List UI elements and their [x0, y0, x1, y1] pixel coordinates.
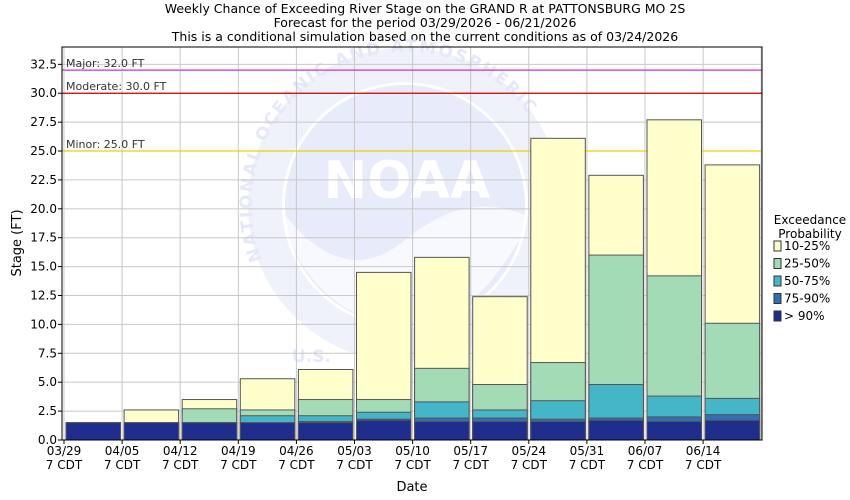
x-tick-date-label: 05/31 [570, 444, 605, 458]
x-tick-date-label: 03/29 [47, 444, 82, 458]
y-tick-label: 20.0 [30, 202, 57, 216]
chart-title-line-1: Weekly Chance of Exceeding River Stage o… [165, 1, 686, 16]
y-tick-label: 2.5 [38, 404, 57, 418]
legend-items: 10-25% 25-50% 50-75% 75-90% > 90% [773, 239, 830, 323]
y-axis-ticks: 0.0 2.5 5.0 7.5 10.0 12.5 15.0 17.5 20.0 22.5 25.0… [30, 57, 62, 447]
watermark-ring-bottom-text: U.S. [292, 347, 331, 367]
legend-swatch [773, 293, 782, 304]
bar-segment [297, 422, 354, 441]
threshold-label: Major: 32.0 FT [66, 57, 145, 70]
legend-swatch [773, 258, 782, 269]
y-tick-label: 15.0 [30, 260, 57, 274]
y-tick-label: 7.5 [38, 346, 57, 360]
x-axis-label: Date [396, 480, 427, 495]
threshold-label: Moderate: 30.0 FT [66, 80, 167, 93]
bar-segment [356, 419, 412, 441]
y-tick-label: 10.0 [30, 317, 57, 331]
y-tick-label: 0.0 [38, 433, 57, 447]
x-tick-date-label: 04/19 [221, 444, 256, 458]
x-tick-tz-label: 7 CDT [569, 458, 606, 472]
bar-segment [65, 422, 121, 441]
legend-entry-label: 75-90% [784, 292, 830, 306]
x-tick-tz-label: 7 CDT [685, 458, 722, 472]
chart-title-line-2: Forecast for the period 03/29/2026 - 06/… [274, 15, 577, 30]
bar-segment [239, 422, 296, 441]
bar-segment [181, 422, 238, 441]
threshold-label: Minor: 25.0 FT [66, 138, 145, 151]
legend: Exceedance Probability 10-25% 25-50% 50-75… [773, 213, 846, 323]
y-tick-label: 30.0 [30, 86, 57, 100]
x-tick-date-label: 04/26 [279, 444, 314, 458]
x-tick-tz-label: 7 CDT [220, 458, 257, 472]
legend-entry-label: > 90% [784, 309, 825, 323]
x-tick-tz-label: 7 CDT [336, 458, 373, 472]
bar-segment [414, 421, 470, 441]
bar-segment [530, 421, 586, 441]
plot-frame [61, 46, 763, 441]
x-tick-date-label: 06/14 [686, 444, 721, 458]
x-tick-date-label: 04/12 [163, 444, 198, 458]
y-tick-label: 22.5 [30, 173, 57, 187]
x-tick-date-label: 06/07 [628, 444, 663, 458]
x-tick-date-label: 05/24 [512, 444, 547, 458]
flood-thresholds: Major: 32.0 FT Moderate: 30.0 FT Minor: 25… [62, 57, 762, 152]
x-tick-tz-label: 7 CDT [394, 458, 431, 472]
chart-title-line-3: This is a conditional simulation based o… [171, 29, 678, 44]
x-tick-tz-label: 7 CDT [278, 458, 315, 472]
y-tick-label: 5.0 [38, 375, 57, 389]
x-tick-date-label: 05/17 [453, 444, 488, 458]
x-tick-date-label: 04/05 [105, 444, 140, 458]
x-tick-date-label: 05/10 [395, 444, 430, 458]
bar-segment [588, 419, 644, 441]
legend-swatch [773, 275, 782, 287]
y-tick-label: 17.5 [30, 231, 57, 245]
legend-title-line-2: Probability [778, 227, 841, 241]
x-tick-tz-label: 7 CDT [104, 458, 141, 472]
bar-segment [704, 419, 761, 441]
legend-title-line-1: Exceedance [774, 213, 846, 227]
legend-entry-label: 10-25% [784, 239, 830, 253]
bar-segment [646, 421, 702, 441]
bar-segment [123, 422, 180, 441]
legend-swatch [773, 310, 782, 322]
y-axis-label: Stage (FT) [10, 209, 25, 276]
watermark-logo-text: NOAA [324, 151, 491, 211]
legend-entry-label: 25-50% [784, 257, 830, 271]
x-tick-date-label: 05/03 [337, 444, 372, 458]
y-tick-label: 32.5 [30, 57, 57, 71]
y-tick-label: 25.0 [30, 144, 57, 158]
x-tick-tz-label: 7 CDT [511, 458, 548, 472]
bar-segment [472, 421, 528, 441]
x-tick-tz-label: 7 CDT [46, 458, 83, 472]
x-tick-tz-label: 7 CDT [452, 458, 489, 472]
x-tick-tz-label: 7 CDT [627, 458, 664, 472]
bars [65, 119, 761, 441]
legend-entry-label: 50-75% [784, 274, 830, 288]
y-tick-label: 27.5 [30, 115, 57, 129]
x-tick-tz-label: 7 CDT [162, 458, 199, 472]
y-tick-label: 12.5 [30, 289, 57, 303]
legend-swatch [773, 240, 782, 252]
